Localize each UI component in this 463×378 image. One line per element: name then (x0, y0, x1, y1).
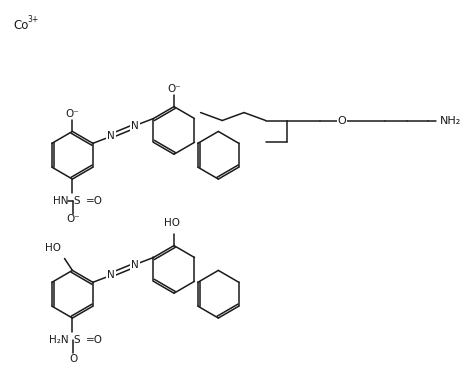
Text: HO: HO (44, 243, 61, 253)
Text: HN: HN (53, 196, 69, 206)
Text: N: N (131, 121, 139, 131)
Text: H₂N: H₂N (49, 335, 69, 345)
Text: 3+: 3+ (27, 15, 38, 24)
Text: =O: =O (86, 335, 103, 345)
Text: N: N (131, 121, 139, 131)
Text: N: N (107, 270, 115, 280)
Text: NH₂: NH₂ (438, 116, 460, 125)
Text: S: S (73, 196, 80, 206)
Text: =O: =O (86, 196, 103, 206)
Text: HO: HO (163, 218, 180, 228)
Text: O⁻: O⁻ (167, 84, 181, 94)
Text: O: O (337, 116, 345, 125)
Text: O⁻: O⁻ (66, 214, 80, 224)
Text: N: N (107, 131, 115, 141)
Text: N: N (107, 131, 115, 141)
Text: Co: Co (13, 19, 29, 32)
Text: S: S (73, 335, 80, 345)
Text: O⁻: O⁻ (65, 108, 79, 119)
Text: N: N (131, 260, 139, 270)
Text: O: O (69, 354, 77, 364)
